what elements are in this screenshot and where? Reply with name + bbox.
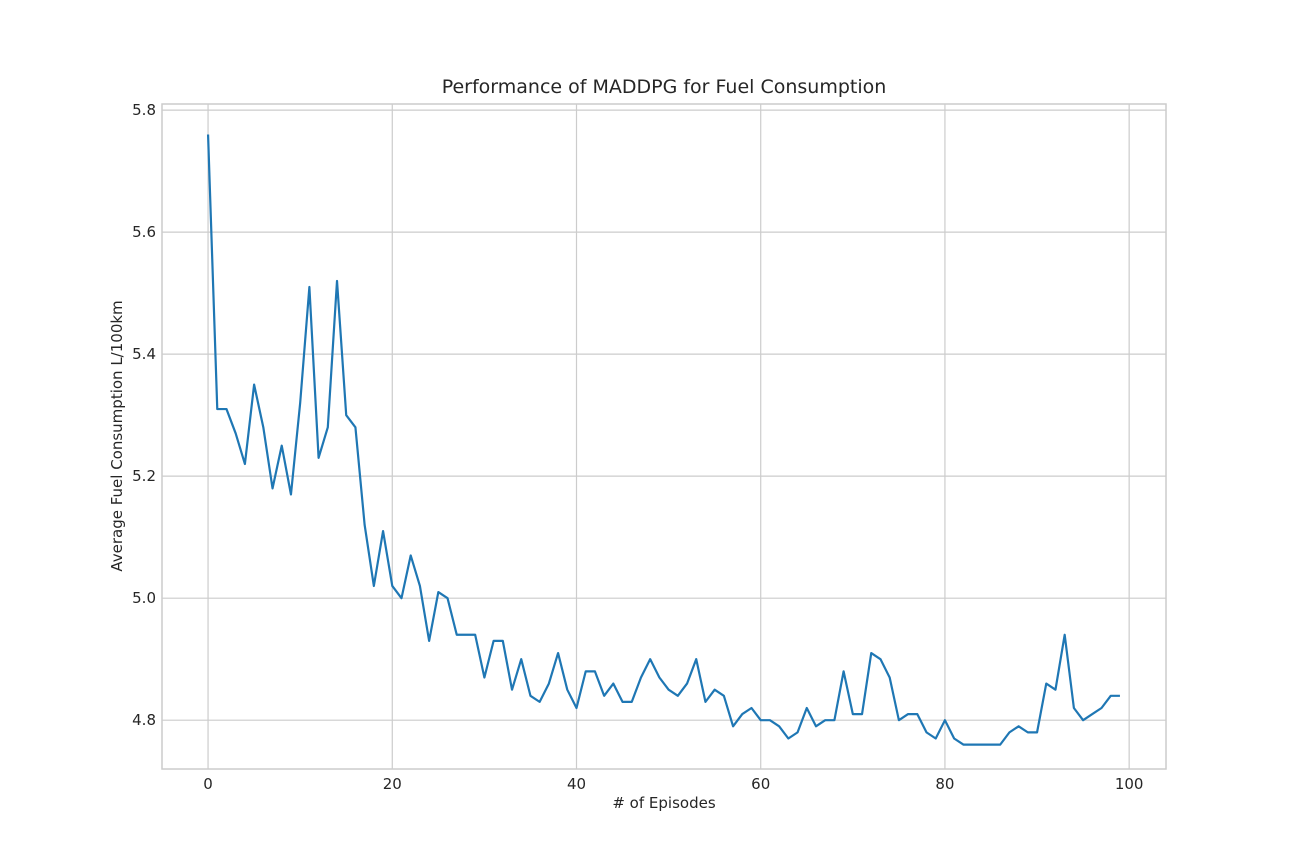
x-tick-label: 40 [567,775,586,793]
series-line [206,134,1120,746]
y-axis-label: Average Fuel Consumption L/100km [108,300,126,571]
y-tick-label: 5.6 [132,223,156,241]
grid-lines [162,104,1166,769]
x-tick-label: 0 [203,775,213,793]
y-tick-label: 5.0 [132,589,156,607]
x-tick-label: 100 [1115,775,1144,793]
x-tick-label: 20 [383,775,402,793]
series-layer [206,134,1120,746]
y-tick-label: 4.8 [132,711,156,729]
y-tick-label: 5.4 [132,345,156,363]
y-tick-labels: 4.8 5.0 5.2 5.4 5.6 5.8 [132,101,156,729]
y-tick-label: 5.8 [132,101,156,119]
x-tick-labels: 0 20 40 60 80 100 [203,775,1143,793]
x-tick-label: 80 [935,775,954,793]
plot-frame [161,103,1167,770]
chart-title: Performance of MADDPG for Fuel Consumpti… [442,76,887,98]
x-axis-label: # of Episodes [612,794,715,812]
y-tick-label: 5.2 [132,467,156,485]
x-tick-label: 60 [751,775,770,793]
